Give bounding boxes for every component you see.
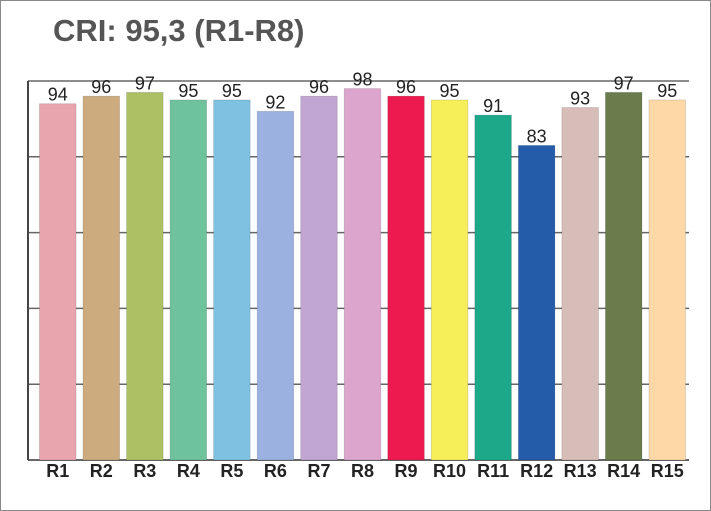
- data-label-r5: 95: [222, 81, 242, 101]
- data-label-r6: 92: [265, 92, 285, 112]
- tick-label-r13: R13: [564, 461, 597, 481]
- data-labels: 94 96 97 95 95 92 96 98 96 95 91 83 93 97 95: [48, 70, 677, 147]
- tick-label-r3: R3: [133, 461, 156, 481]
- tick-label-r5: R5: [220, 461, 243, 481]
- tick-label-r6: R6: [264, 461, 287, 481]
- data-label-r12: 83: [527, 126, 547, 146]
- bar-r14: [605, 91, 643, 461]
- category-labels: R1 R2 R3 R4 R5 R6 R7 R8 R9 R10 R11 R12 R13 R14 R15: [46, 461, 683, 481]
- bar-r5: [213, 99, 251, 461]
- data-label-r2: 96: [91, 77, 111, 97]
- tick-label-r1: R1: [46, 461, 69, 481]
- tick-label-r10: R10: [433, 461, 466, 481]
- bar-r2: [82, 95, 120, 461]
- data-label-r14: 97: [614, 73, 634, 93]
- data-label-r8: 98: [352, 70, 372, 90]
- tick-label-r11: R11: [477, 461, 509, 481]
- tick-label-r15: R15: [651, 461, 684, 481]
- bar-r11: [474, 114, 512, 461]
- chart-title: CRI: 95,3 (R1-R8): [53, 13, 305, 48]
- tick-label-r4: R4: [177, 461, 200, 481]
- bar-r7: [300, 95, 338, 461]
- bar-r10: [430, 99, 469, 461]
- data-label-r13: 93: [570, 89, 590, 109]
- tick-label-r8: R8: [351, 461, 374, 481]
- data-label-r3: 97: [135, 73, 155, 93]
- bar-r9: [387, 95, 425, 461]
- tick-label-r2: R2: [90, 461, 113, 481]
- tick-label-r7: R7: [307, 461, 330, 481]
- bar-r13: [561, 107, 599, 461]
- data-label-r7: 96: [309, 77, 329, 97]
- tick-label-r9: R9: [395, 461, 418, 481]
- bars: [39, 88, 686, 461]
- data-label-r1: 94: [48, 85, 68, 105]
- data-label-r9: 96: [396, 77, 416, 97]
- bar-r15: [648, 99, 686, 461]
- bar-r12: [517, 145, 556, 461]
- bar-r4: [169, 99, 208, 461]
- data-label-r10: 95: [440, 81, 460, 101]
- bar-r8: [343, 88, 382, 461]
- bar-r6: [256, 110, 295, 461]
- tick-label-r14: R14: [607, 461, 640, 481]
- data-label-r11: 91: [483, 96, 503, 116]
- tick-label-r12: R12: [520, 461, 553, 481]
- bar-r1: [39, 103, 77, 461]
- bar-r3: [126, 91, 164, 461]
- data-label-r4: 95: [178, 81, 198, 101]
- data-label-r15: 95: [657, 81, 677, 101]
